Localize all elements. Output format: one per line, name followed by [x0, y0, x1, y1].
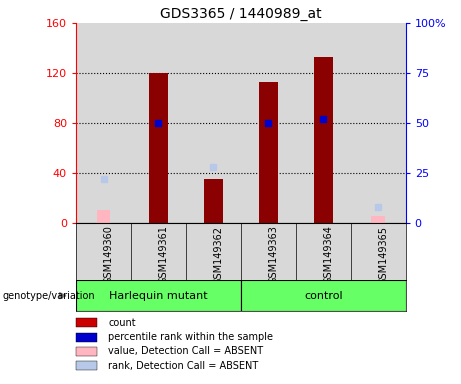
Text: Harlequin mutant: Harlequin mutant [109, 291, 208, 301]
Bar [296, 23, 351, 223]
Text: percentile rank within the sample: percentile rank within the sample [108, 332, 273, 342]
Bar [131, 23, 186, 223]
Text: value, Detection Call = ABSENT: value, Detection Call = ABSENT [108, 346, 263, 356]
Bar [76, 347, 97, 356]
Bar [149, 73, 168, 223]
Bar [241, 280, 406, 311]
Title: GDS3365 / 1440989_at: GDS3365 / 1440989_at [160, 7, 322, 21]
Text: GSM149360: GSM149360 [104, 225, 113, 285]
Text: GSM149365: GSM149365 [378, 225, 388, 285]
Bar [97, 210, 110, 223]
Bar [76, 23, 131, 223]
Bar [259, 82, 278, 223]
Bar [313, 57, 333, 223]
Text: genotype/variation: genotype/variation [2, 291, 95, 301]
Bar [76, 280, 241, 311]
Text: GSM149362: GSM149362 [213, 225, 224, 285]
Text: GSM149364: GSM149364 [323, 225, 333, 285]
Text: count: count [108, 318, 136, 328]
Text: rank, Detection Call = ABSENT: rank, Detection Call = ABSENT [108, 361, 258, 371]
Bar [76, 333, 97, 342]
Bar [241, 23, 296, 223]
Text: GSM149363: GSM149363 [268, 225, 278, 285]
Text: GSM149361: GSM149361 [159, 225, 168, 285]
Bar [351, 23, 406, 223]
Bar [76, 318, 97, 327]
Bar [372, 217, 385, 223]
Text: control: control [304, 291, 343, 301]
Bar [76, 361, 97, 370]
Bar [204, 179, 223, 223]
Bar [186, 23, 241, 223]
